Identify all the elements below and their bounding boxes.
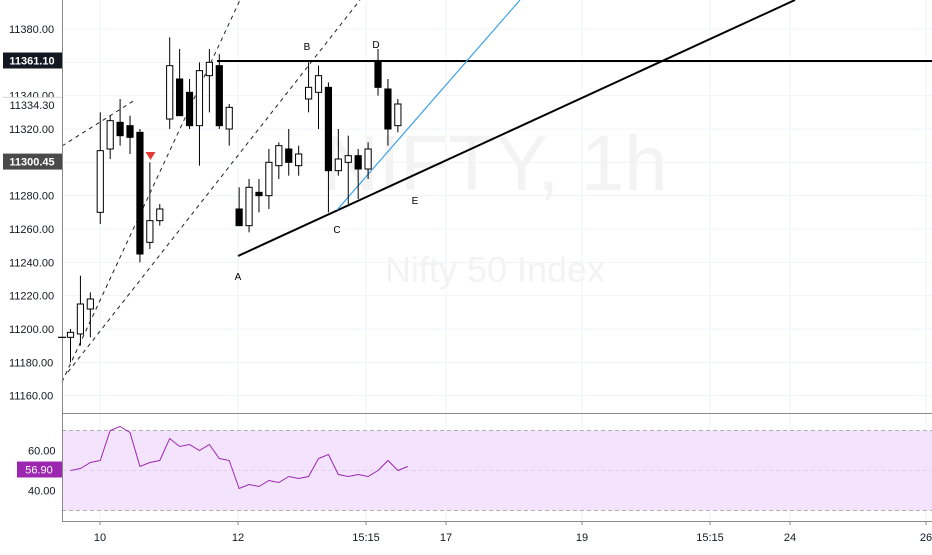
x-tick-label: 26: [920, 532, 932, 544]
candle-body: [235, 208, 243, 227]
candle-body: [314, 75, 323, 93]
candle-body: [195, 70, 204, 127]
y-tick-label: 11160.00: [9, 391, 53, 403]
watermark: NIFTY, 1h Nifty 50 Index: [322, 119, 667, 290]
last-price-label-bg: [3, 52, 62, 69]
x-tick-label: 15:15: [352, 532, 380, 544]
point-label-b: B: [304, 42, 311, 53]
y-tick-label: 11320.00: [9, 124, 54, 136]
point-label-a: A: [235, 272, 242, 283]
candle-body: [324, 86, 333, 172]
crosshair-price-bg: [3, 97, 62, 114]
x-tick-label: 19: [576, 532, 588, 544]
candle-body: [295, 153, 303, 167]
candle-body: [225, 106, 233, 130]
crosshair-price-label: 11334.30: [9, 100, 54, 112]
y-tick-label: 11180.00: [9, 357, 53, 369]
rsi-band: [62, 430, 932, 511]
candle-body: [394, 103, 402, 127]
prev-close-label-bg: [3, 153, 62, 170]
drawings: [61, 0, 932, 383]
rsi-indicator: [70, 425, 408, 490]
candle-body: [384, 88, 392, 130]
y-tick-label: 11240.00: [9, 257, 54, 269]
ascending-trendline: [237, 0, 796, 257]
x-tick-label: 17: [440, 532, 452, 544]
candle-body: [76, 303, 85, 335]
last-price-label: 11361.10: [9, 56, 54, 68]
x-tick-label: 24: [784, 532, 796, 544]
candle-body: [66, 331, 75, 338]
candle-body: [285, 148, 293, 163]
candle-body: [176, 78, 184, 117]
x-tick-label: 12: [232, 532, 244, 544]
channel-line-upper: [61, 0, 241, 383]
prev-close-label: 11300.45: [9, 157, 54, 169]
channel-line-upper-left: [61, 99, 136, 147]
candle-body: [185, 91, 194, 127]
watermark-symbol: NIFTY, 1h: [322, 119, 667, 207]
candle-body: [275, 145, 283, 167]
rsi-line: [70, 425, 408, 490]
candle-body: [344, 155, 352, 163]
y-tick-label: 11220.00: [9, 291, 54, 303]
candle-body: [96, 150, 104, 213]
point-label-d: D: [372, 40, 379, 51]
candle-body: [106, 120, 114, 150]
candle-body: [304, 86, 313, 100]
y-tick-label: 11380.00: [9, 24, 54, 36]
blue-trendline: [336, 0, 521, 211]
candles: [66, 37, 402, 363]
candle-body: [364, 148, 372, 170]
candle-body: [205, 61, 213, 77]
candle-body: [86, 298, 94, 310]
candle-body: [374, 61, 382, 88]
candle-body: [215, 65, 223, 127]
rsi-tick-label: 60.00: [28, 446, 56, 458]
candle-body: [146, 220, 154, 243]
candle-body: [255, 191, 263, 197]
candle-body: [116, 121, 124, 137]
candle-body: [265, 161, 273, 197]
candle-body: [334, 158, 342, 172]
rsi-value-bg: [17, 461, 62, 478]
candle-body: [156, 208, 164, 222]
watermark-description: Nifty 50 Index: [385, 249, 605, 290]
candle-body: [126, 125, 134, 138]
rsi-tick-label: 40.00: [28, 486, 56, 498]
rsi-value-label: 56.90: [25, 465, 53, 477]
y-tick-label: 11200.00: [9, 324, 54, 336]
axes[interactable]: 11380.0011360.0011340.0011320.0011300.00…: [3, 0, 932, 544]
point-labels: A B C D E: [235, 40, 419, 283]
point-label-c: C: [333, 225, 340, 236]
x-tick-label: 15:15: [696, 532, 724, 544]
candle-body: [166, 65, 174, 120]
candle-body: [136, 131, 144, 255]
candle-body: [354, 155, 362, 170]
y-tick-label: 11280.00: [9, 191, 54, 203]
x-tick-label: 10: [94, 532, 106, 544]
point-label-e: E: [412, 196, 419, 207]
candle-body: [245, 186, 253, 227]
sell-marker-icon: [145, 152, 156, 160]
y-tick-label: 11260.00: [9, 224, 54, 236]
